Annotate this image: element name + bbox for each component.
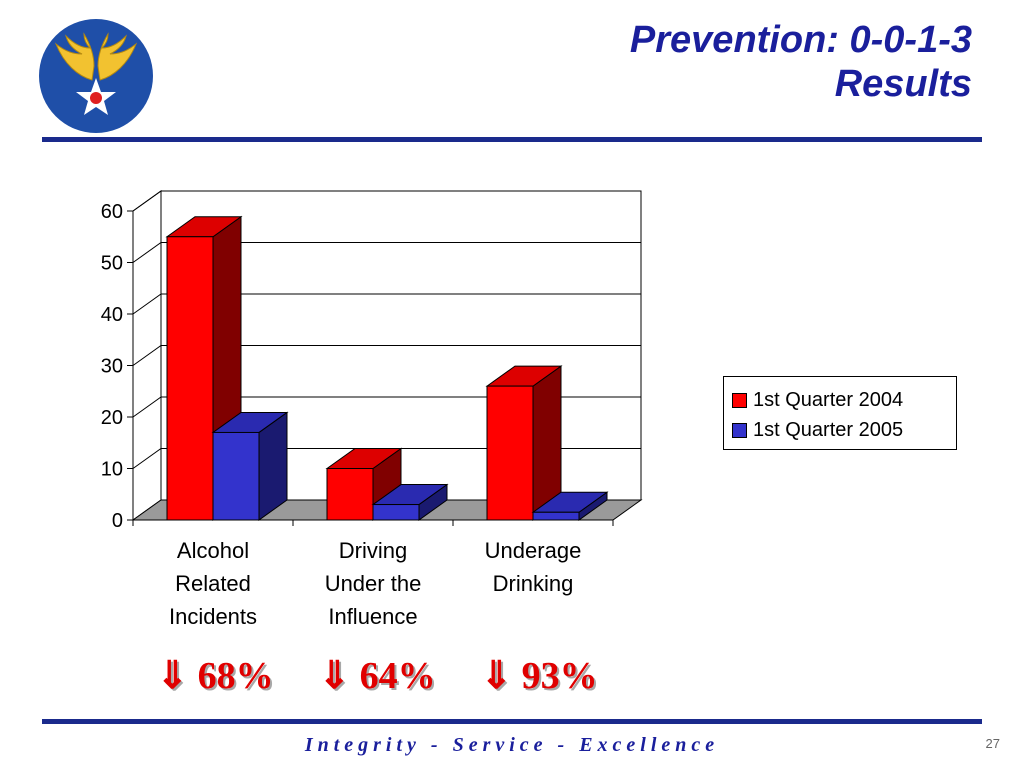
y-tick-label: 10 [101,459,123,481]
footer-motto: Integrity - Service - Excellence [304,734,720,756]
gridline [132,242,641,263]
category-label: Incidents [169,604,257,629]
bar-2004 [326,468,374,521]
y-tick-label: 30 [101,356,123,378]
bar-2004 [486,385,534,521]
category-label: Underage [485,538,582,563]
legend-label-2005: 1st Quarter 2005 [753,418,904,441]
category-label: Drinking [493,571,574,596]
page-title: Prevention: 0-0-1-3 Results [630,18,972,106]
title-line-1: Prevention: 0-0-1-3 [629,19,972,61]
bar-2005 [372,504,420,521]
gridline [132,293,641,315]
y-tick-label: 20 [101,407,123,429]
y-tick-label: 40 [101,304,123,326]
bar-2005 [212,431,260,521]
air-corps-logo-icon [39,19,153,133]
bar-2005 [532,511,580,521]
title-line-2: Results [834,63,972,105]
legend-item-2005: 1st Quarter 2005 [732,415,956,445]
gridline [132,190,641,212]
y-tick-label: 50 [101,253,123,275]
change-label-shadow: ⇓ 64% [320,657,437,699]
category-label: Influence [328,604,417,629]
category-label: Related [175,571,251,596]
bottom-rule [42,719,982,724]
legend-swatch-2005 [732,422,747,438]
change-label-shadow: ⇓ 93% [482,657,599,699]
legend-swatch-2004 [732,392,747,408]
bar-2004 [166,236,214,521]
chart-legend: 1st Quarter 2004 1st Quarter 2005 [723,376,957,450]
change-label-shadow: ⇓ 68% [158,657,275,699]
page-number: 27 [985,736,1000,751]
legend-item-2004: 1st Quarter 2004 [732,385,956,415]
gridline [132,396,641,418]
change-label: ⇓ 64% [318,655,435,697]
change-label: ⇓ 68% [156,655,273,697]
gridline [132,448,641,469]
gridline [132,345,641,366]
change-label: ⇓ 93% [480,655,597,697]
legend-label-2004: 1st Quarter 2004 [753,388,904,411]
category-label: Alcohol [177,538,249,563]
y-tick-label: 60 [101,201,123,223]
y-tick-label: 0 [112,510,123,532]
category-label: Under the [325,571,422,596]
top-rule [42,137,982,142]
category-label: Driving [339,538,407,563]
